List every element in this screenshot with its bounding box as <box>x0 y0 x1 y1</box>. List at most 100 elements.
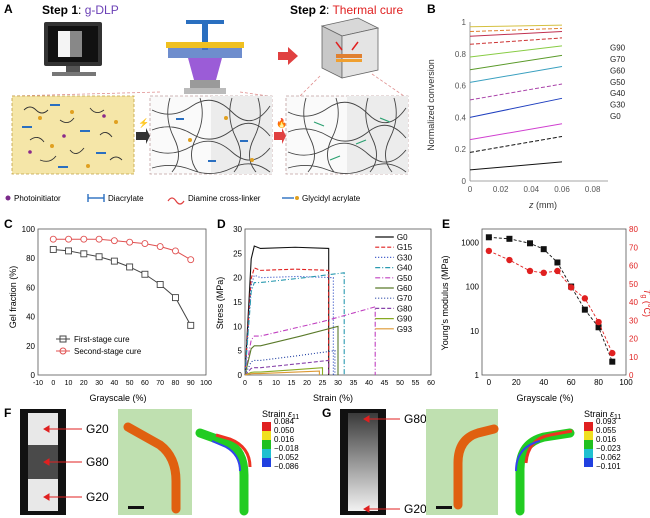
b-series-line <box>469 161 563 171</box>
c-series-line <box>53 238 191 261</box>
c-point-circle <box>126 238 134 246</box>
panel-d-chart: D Stress (MPa) Strain (%) 0 5 10 15 20 25 30 0 5… <box>215 217 435 403</box>
f-scale-bar <box>128 506 144 509</box>
e-series-line <box>488 250 613 354</box>
c-xtick-label: 40 <box>110 380 118 387</box>
e-point-circle <box>526 267 534 275</box>
b-ytick-label: 1 <box>462 18 467 27</box>
d-xtick-label: 30 <box>334 380 342 387</box>
d-series-line <box>244 325 339 376</box>
d-ytick-label: 10 <box>233 322 242 331</box>
f-legend-val-1: 0.050 <box>274 426 295 435</box>
stage-arrows: ⚡ 🔥 <box>136 117 287 144</box>
e-point-square <box>506 235 513 242</box>
b-series-line <box>469 66 563 83</box>
b-legend-label: G30 <box>610 101 626 110</box>
c-xtick-label: 80 <box>172 380 180 387</box>
b-xtick-label: 0.04 <box>524 185 540 194</box>
d-series-line <box>244 245 330 376</box>
c-ytick-label: 100 <box>22 225 36 234</box>
e-series-line <box>488 236 613 362</box>
c-ytick-label: 40 <box>26 313 35 322</box>
f-strip-arrows <box>43 425 82 501</box>
d-legend-label: G93 <box>397 325 413 334</box>
zoom-connectors <box>11 73 405 97</box>
g-scale-bar <box>436 506 452 509</box>
d-series-line <box>244 306 376 376</box>
c-legend-circle-icon <box>59 347 67 355</box>
legend-photoinitiator: Photoinitiator <box>14 194 61 203</box>
c-xtick-label: 0 <box>51 380 55 387</box>
b-ytick-label: 0 <box>462 177 467 186</box>
b-xlabel: z (mm) <box>528 200 557 210</box>
panel-a-label: A <box>4 2 13 16</box>
d-xtick-label: 55 <box>412 380 420 387</box>
e-point-square <box>540 246 547 253</box>
b-legend-label: G0 <box>610 112 621 121</box>
d-xtick-label: 25 <box>319 380 327 387</box>
panel-g-label: G <box>322 406 331 420</box>
b-ytick-label: 0.2 <box>455 145 467 154</box>
c-ytick-label: 60 <box>26 283 35 292</box>
f-legend-val-5: −0.086 <box>274 462 299 471</box>
g-grayscale-strip <box>340 409 386 515</box>
c-point-circle <box>172 247 179 255</box>
e-xtick-label: 100 <box>619 378 633 387</box>
c-point-circle <box>141 240 149 248</box>
e-point-circle <box>485 247 493 255</box>
e-point-square <box>485 234 492 241</box>
uv-icon: ⚡ <box>138 117 149 129</box>
g-strip-label-bottom: G20 <box>404 502 427 516</box>
b-legend-label: G90 <box>610 43 626 52</box>
b-ytick-label: 0.4 <box>455 113 467 122</box>
g-legend-title: Strain ε11 <box>584 409 621 421</box>
e-point-circle <box>554 267 561 275</box>
e-ytick-right-label: 10 <box>629 353 638 362</box>
glycidyl-icon <box>282 196 299 200</box>
c-xtick-label: 60 <box>141 380 149 387</box>
f-strip-label-bottom: G20 <box>86 490 109 504</box>
d-legend-label: G90 <box>397 315 413 324</box>
b-series-line <box>469 123 563 141</box>
oven-icon <box>320 17 380 79</box>
c-point-circle <box>95 235 103 243</box>
e-ytick-right-label: 20 <box>629 335 638 344</box>
e-ylabel-left: Young's modulus (MPa) <box>440 256 450 351</box>
c-xtick-label: 90 <box>187 380 195 387</box>
e-xtick-label: 40 <box>539 378 548 387</box>
e-ytick-right-label: 80 <box>629 225 638 234</box>
d-series-line <box>244 267 330 376</box>
b-legend-label: G40 <box>610 89 626 98</box>
c-point-square <box>65 247 72 255</box>
d-series-line <box>244 274 334 376</box>
c-point-circle <box>80 235 88 243</box>
g-legend-val-1: 0.055 <box>596 426 617 435</box>
b-xtick-label: 0 <box>468 185 473 194</box>
d-xtick-label: 20 <box>303 380 311 387</box>
e-ylabel-right: Tg (°C) <box>640 289 650 317</box>
b-series-line <box>469 135 563 153</box>
g-legend-val-3: −0.023 <box>596 444 621 453</box>
c-xtick-label: 50 <box>126 380 134 387</box>
c-xtick-label: 70 <box>156 380 164 387</box>
e-point-circle <box>540 269 547 276</box>
e-xtick-label: 20 <box>512 378 521 387</box>
d-xtick-label: 35 <box>350 380 358 387</box>
c-point-square <box>126 263 134 271</box>
d-legend-label: G15 <box>397 243 413 252</box>
d-legend-label: G40 <box>397 264 413 273</box>
b-legend-label: G50 <box>610 78 626 87</box>
d-xlabel: Strain (%) <box>313 393 353 403</box>
c-xtick-label: 100 <box>200 380 212 387</box>
e-plot-frame <box>481 228 627 376</box>
b-series-line <box>469 37 563 45</box>
step2-title: Step 2: Thermal cure <box>290 3 403 17</box>
b-series-line <box>469 31 563 37</box>
g-simulation <box>515 428 575 516</box>
e-point-square <box>595 324 602 331</box>
c-point-circle <box>110 237 118 245</box>
b-series-line <box>469 45 563 58</box>
d-legend-label: G50 <box>397 274 413 283</box>
heat-icon: 🔥 <box>276 117 287 128</box>
c-point-circle <box>49 235 57 243</box>
